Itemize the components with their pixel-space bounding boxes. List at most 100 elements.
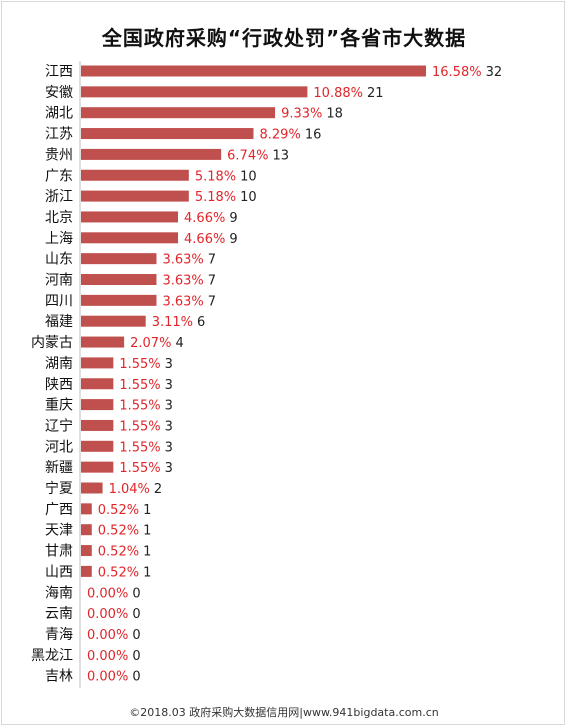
category-label: 湖北 [45, 106, 73, 122]
category-label: 青海 [45, 627, 73, 643]
count-label: 7 [208, 294, 216, 309]
bar [81, 148, 222, 160]
count-label: 0 [132, 586, 140, 601]
category-label: 辽宁 [45, 417, 73, 434]
count-label: 13 [272, 148, 289, 163]
count-label: 6 [197, 315, 205, 330]
percent-label: 0.00% [87, 649, 128, 664]
count-label: 1 [143, 524, 151, 539]
percent-label: 0.00% [87, 586, 128, 601]
count-label: 1 [143, 503, 151, 518]
category-label: 贵州 [45, 147, 73, 163]
percent-label: 10.88% [313, 86, 363, 101]
bar [81, 461, 114, 473]
percent-label: 0.52% [98, 524, 139, 539]
category-label: 天津 [45, 523, 73, 539]
percent-label: 6.74% [227, 148, 268, 163]
bar [81, 107, 276, 119]
bar [81, 294, 157, 306]
bar [81, 190, 189, 202]
category-label: 浙江 [45, 189, 73, 205]
category-label: 吉林 [45, 669, 73, 685]
category-label: 广西 [45, 502, 73, 518]
bar [81, 336, 125, 348]
count-label: 7 [208, 274, 216, 289]
category-label: 内蒙古 [31, 335, 73, 351]
bar [81, 378, 114, 390]
bar [81, 211, 179, 223]
bar [81, 419, 114, 431]
percent-label: 3.63% [162, 253, 203, 268]
percent-label: 4.66% [184, 232, 225, 247]
percent-label: 0.52% [98, 545, 139, 560]
count-label: 7 [208, 253, 216, 268]
category-label: 山东 [45, 252, 73, 268]
count-label: 0 [132, 649, 140, 664]
chart-title: 全国政府采购“行政处罚”各省市大数据 [101, 26, 467, 50]
percent-label: 3.63% [162, 274, 203, 289]
count-label: 2 [154, 482, 162, 497]
count-label: 21 [367, 86, 384, 101]
percent-label: 0.52% [98, 565, 139, 580]
category-label: 甘肃 [45, 544, 73, 560]
percent-label: 8.29% [260, 128, 301, 143]
count-label: 3 [165, 378, 173, 393]
category-label: 陕西 [45, 377, 73, 393]
percent-label: 0.00% [87, 607, 128, 622]
count-label: 3 [165, 461, 173, 476]
bar [81, 545, 92, 557]
count-label: 16 [305, 128, 322, 143]
category-label: 福建 [45, 314, 73, 330]
count-label: 32 [486, 65, 503, 80]
percent-label: 2.07% [130, 336, 171, 351]
bar [81, 357, 114, 369]
count-label: 0 [132, 670, 140, 685]
bar [81, 274, 157, 285]
category-label: 山西 [45, 564, 73, 580]
category-label: 湖南 [45, 356, 73, 372]
category-label: 宁夏 [45, 480, 73, 497]
bar [81, 315, 146, 327]
percent-label: 5.18% [195, 169, 236, 184]
percent-label: 4.66% [184, 211, 225, 226]
bar [81, 565, 92, 577]
percent-label: 1.55% [119, 378, 160, 393]
count-label: 3 [165, 357, 173, 372]
category-label: 北京 [45, 210, 73, 226]
category-label: 广东 [45, 168, 73, 184]
count-label: 10 [240, 169, 257, 184]
category-label: 新疆 [45, 460, 73, 476]
category-label: 重庆 [45, 398, 73, 414]
percent-label: 1.55% [119, 399, 160, 414]
count-label: 3 [165, 440, 173, 455]
bar [81, 524, 92, 536]
category-label: 江苏 [45, 127, 73, 143]
count-label: 3 [165, 399, 173, 414]
percent-label: 1.55% [119, 419, 160, 434]
percent-label: 0.00% [87, 670, 128, 685]
count-label: 1 [143, 545, 151, 560]
category-label: 河北 [45, 439, 73, 455]
bar [81, 399, 114, 411]
category-label: 安徽 [45, 85, 73, 101]
percent-label: 0.00% [87, 628, 128, 643]
count-label: 9 [229, 232, 237, 247]
bar [81, 128, 254, 140]
count-label: 18 [326, 107, 343, 122]
count-label: 0 [132, 628, 140, 643]
count-label: 10 [240, 190, 257, 205]
bar [81, 232, 179, 244]
category-label: 四川 [45, 293, 73, 309]
percent-label: 1.55% [119, 357, 160, 372]
percent-label: 9.33% [281, 107, 322, 122]
percent-label: 1.55% [119, 461, 160, 476]
count-label: 9 [229, 211, 237, 226]
bar [81, 440, 114, 452]
percent-label: 3.63% [162, 294, 203, 309]
percent-label: 16.58% [432, 65, 482, 80]
count-label: 0 [132, 607, 140, 622]
percent-label: 1.04% [109, 482, 150, 497]
category-label: 云南 [45, 606, 73, 622]
category-label: 上海 [45, 231, 73, 247]
bar [81, 169, 189, 181]
